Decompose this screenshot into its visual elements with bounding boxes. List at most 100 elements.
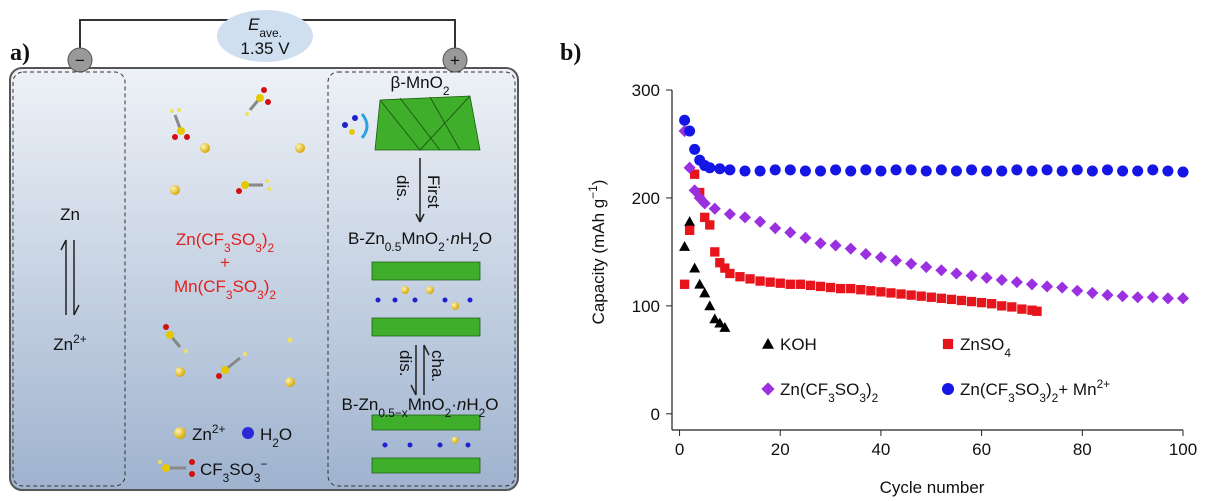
- data-point: [946, 294, 957, 305]
- text-part: 2: [472, 240, 479, 254]
- text-part: CF: [200, 460, 223, 479]
- data-point: [1086, 165, 1098, 177]
- data-point: [1101, 164, 1113, 176]
- data-point: [866, 286, 876, 296]
- anode: Zn: [60, 205, 80, 224]
- data-point: [784, 164, 796, 176]
- data-point: [679, 279, 690, 289]
- x-tick-label: 60: [972, 440, 991, 459]
- discharge-label: dis.: [396, 350, 415, 376]
- data-point: [1032, 306, 1042, 316]
- molecules: [163, 87, 305, 387]
- data-point: [987, 299, 997, 309]
- text-part: ave.: [259, 26, 281, 40]
- data-point: [1056, 281, 1069, 294]
- text-part: SO: [1015, 380, 1040, 399]
- text-part: MnO: [401, 229, 438, 248]
- data-point: [1010, 276, 1023, 289]
- voltage-bubble: [217, 10, 313, 62]
- data-point: [860, 164, 872, 176]
- panel-a: a) Eave. 1.35 V − + Zn Zn2+ Zn(CF3SO3)2 …: [9, 10, 519, 491]
- electrode-sign: +: [450, 51, 460, 70]
- data-point: [830, 164, 842, 176]
- x-tick-label: 40: [871, 440, 890, 459]
- voltage-symbol: Eave.: [248, 15, 282, 40]
- step-label: dis.: [393, 175, 412, 201]
- data-point: [905, 164, 917, 176]
- data-point: [799, 165, 811, 177]
- text-part: Zn(CF: [176, 230, 224, 249]
- data-point: [684, 216, 696, 227]
- data-point: [844, 242, 857, 255]
- electrode-sign: −: [75, 51, 85, 70]
- electrolyte: Zn(CF3SO3)2: [176, 230, 275, 255]
- step-label: First: [424, 175, 443, 208]
- data-point: [896, 289, 906, 299]
- data-point: [775, 278, 785, 288]
- data-point: [1146, 291, 1159, 304]
- text-part: 2: [1052, 391, 1059, 405]
- text-part: n: [457, 395, 466, 414]
- data-point: [689, 262, 701, 273]
- data-point: [684, 225, 695, 235]
- crystal: [342, 95, 481, 474]
- data-point: [1086, 286, 1099, 299]
- equilibrium-arrow: [60, 239, 80, 316]
- data-point: [889, 254, 903, 267]
- text-part: SO: [231, 230, 256, 249]
- legend-text: H2O: [260, 425, 292, 450]
- data-point: [1027, 305, 1037, 315]
- data-point: [1041, 280, 1054, 293]
- data-point: [1177, 166, 1189, 178]
- text-part: 3: [223, 471, 230, 485]
- y-tick-label: 300: [632, 81, 660, 100]
- text-part: 4: [1004, 346, 1011, 360]
- data-point: [1131, 291, 1144, 304]
- legend-marker: [942, 338, 954, 350]
- data-point: [829, 239, 842, 252]
- data-point: [935, 264, 948, 277]
- text-part: MnO: [408, 395, 445, 414]
- data-point: [700, 212, 710, 223]
- legend-text: CF3SO3−: [200, 457, 267, 485]
- equilibrium-arrow: [410, 344, 430, 396]
- data-point: [1026, 165, 1038, 177]
- data-point: [754, 215, 767, 228]
- data-point: [1116, 290, 1129, 303]
- text-part: SO: [229, 460, 254, 479]
- text-part: Zn(CF: [780, 380, 828, 399]
- text-part: 2+: [212, 422, 226, 436]
- text-part: 2: [445, 406, 452, 420]
- x-tick-label: 100: [1169, 440, 1197, 459]
- data-point: [905, 257, 918, 270]
- data-point: [699, 287, 711, 298]
- text-part: 3: [255, 241, 262, 255]
- text-part: 2: [872, 391, 879, 405]
- text-part: ): [264, 277, 270, 296]
- data-point: [950, 267, 963, 280]
- data-point: [815, 165, 827, 177]
- text-part: 3: [828, 391, 835, 405]
- data-point: [875, 165, 887, 177]
- electrolyte-plus: +: [220, 253, 230, 272]
- data-point: [799, 231, 812, 244]
- data-point: [935, 164, 947, 176]
- data-point: [1041, 164, 1053, 176]
- text-part: 3: [1039, 391, 1046, 405]
- text-part: n: [450, 229, 459, 248]
- data-point: [723, 208, 736, 221]
- x-axis-label: Cycle number: [880, 478, 985, 497]
- data-point: [769, 164, 781, 176]
- text-part: SO: [233, 277, 258, 296]
- data-point: [715, 258, 725, 268]
- data-point: [705, 220, 715, 230]
- legend-label: Zn(CF3SO3)2: [780, 380, 879, 405]
- text-part: 0.5−x: [378, 406, 407, 420]
- data-point: [997, 301, 1007, 311]
- y-tick-label: 100: [632, 297, 660, 316]
- y-axis-label: Capacity (mAh g−1): [586, 180, 608, 325]
- phase: B-Zn0.5MnO2·nH2O: [348, 229, 492, 254]
- data-point: [689, 169, 700, 179]
- text-part: 2: [438, 240, 445, 254]
